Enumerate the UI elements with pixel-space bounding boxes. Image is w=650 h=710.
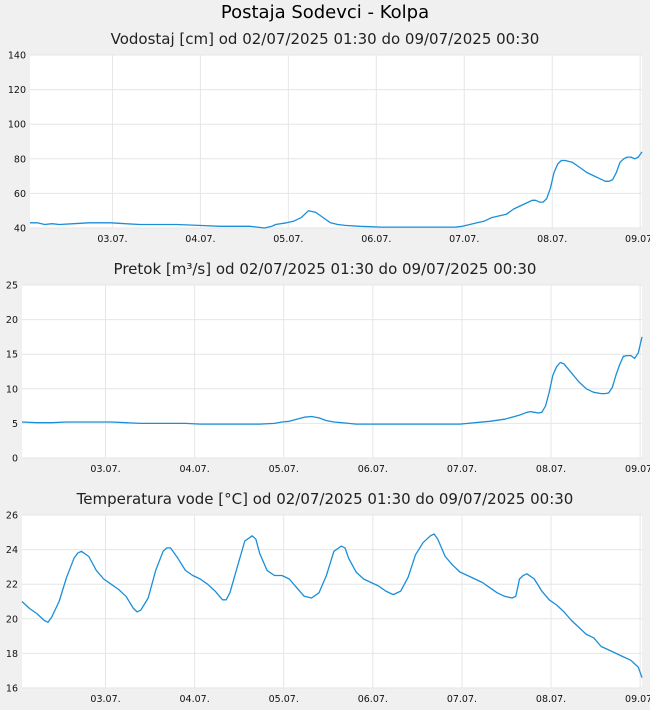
x-tick-label: 07.07. (447, 694, 477, 705)
x-tick-label: 03.07. (97, 234, 127, 245)
water-level-chart: Vodostaj [cm] od 02/07/2025 01:30 do 09/… (0, 30, 650, 245)
x-tick-label: 08.07. (537, 234, 567, 245)
x-tick-label: 08.07. (536, 464, 566, 475)
y-tick-label: 100 (8, 120, 26, 131)
chart-title: Temperatura vode [°C] od 02/07/2025 01:3… (76, 490, 574, 508)
x-tick-label: 07.07. (449, 234, 479, 245)
y-tick-label: 120 (8, 85, 26, 96)
x-tick-label: 09.07. (625, 234, 650, 245)
x-tick-label: 08.07. (536, 694, 566, 705)
y-tick-label: 16 (6, 684, 18, 695)
y-tick-label: 26 (6, 511, 18, 522)
y-tick-label: 10 (6, 384, 18, 395)
x-tick-label: 05.07. (269, 694, 299, 705)
x-tick-label: 03.07. (90, 464, 120, 475)
x-tick-label: 04.07. (185, 234, 215, 245)
y-tick-label: 140 (8, 51, 26, 62)
x-tick-label: 05.07. (269, 464, 299, 475)
x-tick-label: 03.07. (90, 694, 120, 705)
y-tick-label: 20 (6, 315, 18, 326)
chart-title: Pretok [m³/s] od 02/07/2025 01:30 do 09/… (113, 260, 537, 278)
y-tick-label: 40 (14, 224, 26, 235)
plot-area (22, 285, 642, 458)
x-tick-label: 05.07. (273, 234, 303, 245)
plot-area (22, 515, 642, 688)
x-tick-label: 06.07. (358, 694, 388, 705)
discharge-chart: Pretok [m³/s] od 02/07/2025 01:30 do 09/… (0, 260, 650, 475)
chart-title: Vodostaj [cm] od 02/07/2025 01:30 do 09/… (110, 30, 540, 48)
x-tick-label: 06.07. (358, 464, 388, 475)
series-line (30, 151, 643, 229)
y-tick-label: 20 (6, 614, 18, 625)
y-tick-label: 18 (6, 649, 18, 660)
y-tick-label: 24 (6, 545, 18, 556)
y-tick-label: 80 (14, 154, 26, 165)
y-tick-label: 15 (6, 350, 18, 361)
page-title: Postaja Sodevci - Kolpa (220, 2, 430, 23)
y-tick-label: 0 (12, 454, 18, 465)
y-tick-label: 25 (6, 281, 18, 292)
plot-area (30, 55, 642, 228)
x-tick-label: 07.07. (447, 464, 477, 475)
x-tick-label: 09.07. (625, 694, 650, 705)
water-temperature-plot: 16 18 20 22 24 26 03.07. 04.07. 05.07. 06.07. 07.0… (6, 511, 650, 706)
series-line (21, 533, 643, 678)
y-tick-label: 60 (14, 189, 26, 200)
x-tick-label: 09.07. (625, 464, 650, 475)
x-tick-label: 04.07. (180, 694, 210, 705)
x-tick-label: 06.07. (361, 234, 391, 245)
y-tick-label: 22 (6, 580, 18, 591)
water-level-plot: 40 60 80 100 120 140 03.07. 04.07. 05.07. 06.07. 0… (8, 51, 650, 246)
x-tick-label: 04.07. (180, 464, 210, 475)
discharge-plot: 0 5 10 15 20 25 03.07. 04.07. 05.07. 06.07. 07.07.… (6, 281, 650, 476)
series-line (21, 336, 643, 425)
water-temperature-chart: Temperatura vode [°C] od 02/07/2025 01:3… (0, 490, 650, 710)
y-tick-label: 5 (12, 419, 18, 430)
